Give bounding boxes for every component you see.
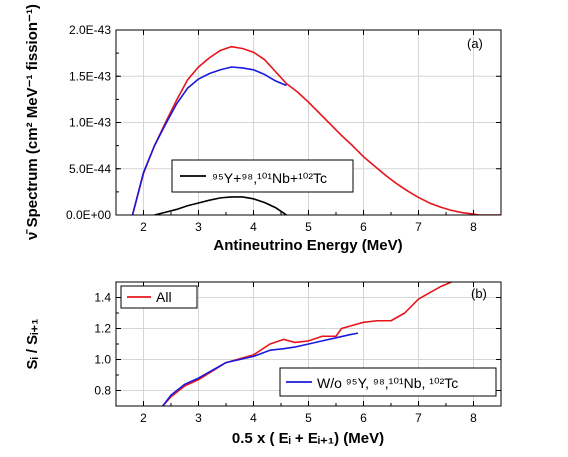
legend-box-without (279, 367, 497, 397)
panel-a-series (131, 45, 501, 215)
panel-b-y-tick-label: 1.2 (94, 322, 111, 336)
panel-b-legend-without: W/o ⁹⁵Y, ⁹⁸,¹⁰¹Nb, ¹⁰²Tc (279, 367, 497, 397)
panel-a-grid (116, 30, 501, 215)
panel-b-y-tick-label: 1.4 (94, 291, 111, 305)
panel-b-x-tick-label: 2 (140, 411, 147, 425)
panel-b-series (162, 282, 452, 406)
panel-a-y-tick-label: 1.0E-43 (69, 116, 111, 130)
panel-a-series-line-0 (131, 45, 501, 215)
panel-b-x-tick-label: 6 (360, 411, 367, 425)
panel-a-series-line-1 (131, 66, 287, 215)
panel-a-x-tick-label: 2 (140, 220, 147, 234)
panel-b-x-tick-label: 5 (305, 411, 312, 425)
panel-a-x-axis-title: Antineutrino Energy (MeV) (213, 237, 402, 254)
panel-a-y-tick-label: 2.0E-43 (69, 23, 111, 37)
panel-a-y-tick-label: 5.0E-44 (69, 162, 111, 176)
panel-b-y-axis-title: Sᵢ / Sᵢ₊₁ (24, 319, 41, 370)
panel-a-y-tick-label: 0.0E+00 (66, 208, 111, 222)
panel-a-ticks: 2 3 4 5 6 7 8 0.0E+00 5.0E-44 1.0E-43 1.5E-43 2.0E-… (66, 23, 502, 234)
panel-b-ticks: 2 3 4 5 6 7 8 0.8 1.0 1.2 1.4 (94, 282, 502, 425)
panel-b-y-tick-label: 1.0 (94, 353, 111, 367)
panel-b-x-tick-label: 7 (415, 411, 422, 425)
legend-box-all (120, 285, 198, 309)
panel-a-x-tick-label: 7 (415, 220, 422, 234)
panel-b-x-tick-label: 8 (470, 411, 477, 425)
legend-label-without: W/o ⁹⁵Y, ⁹⁸,¹⁰¹Nb, ¹⁰²Tc (317, 375, 458, 391)
panel-b: 2 3 4 5 6 7 8 0.8 1.0 1.2 1.4 (b) All W/o ⁹⁵Y, ⁹⁸,… (24, 281, 502, 447)
panel-a-x-tick-label: 6 (360, 220, 367, 234)
panel-a-x-tick-label: 4 (250, 220, 257, 234)
panel-a-y-axis-title: ν̄ Spectrum (cm² MeV⁻¹ fission⁻¹) (24, 4, 41, 240)
legend-label-y-nb-tc: ⁹⁵Y+⁹⁸,¹⁰¹Nb+¹⁰²Tc (212, 170, 327, 186)
panel-b-x-tick-label: 3 (195, 411, 202, 425)
panel-a-legend: ⁹⁵Y+⁹⁸,¹⁰¹Nb+¹⁰²Tc (171, 159, 354, 193)
panel-a-x-tick-label: 3 (195, 220, 202, 234)
panel-b-x-axis-title: 0.5 x ( Eᵢ + Eᵢ₊₁) (MeV) (232, 430, 384, 447)
panel-b-y-tick-label: 0.8 (94, 384, 111, 398)
panel-b-series-line-1 (162, 332, 359, 406)
panel-a-x-tick-label: 8 (470, 220, 477, 234)
panel-a: 2 3 4 5 6 7 8 0.0E+00 5.0E-44 1.0E-43 1.5E-43 2.0E-… (24, 4, 502, 254)
panel-b-x-tick-label: 4 (250, 411, 257, 425)
panel-a-y-tick-label: 1.5E-43 (69, 69, 111, 83)
panel-b-label: (b) (471, 286, 487, 301)
legend-label-all: All (156, 289, 172, 305)
panel-a-series-line-2 (154, 196, 287, 215)
panel-a-x-tick-label: 5 (305, 220, 312, 234)
panel-a-label: (a) (467, 36, 483, 51)
panel-b-legend-all: All (120, 285, 198, 309)
